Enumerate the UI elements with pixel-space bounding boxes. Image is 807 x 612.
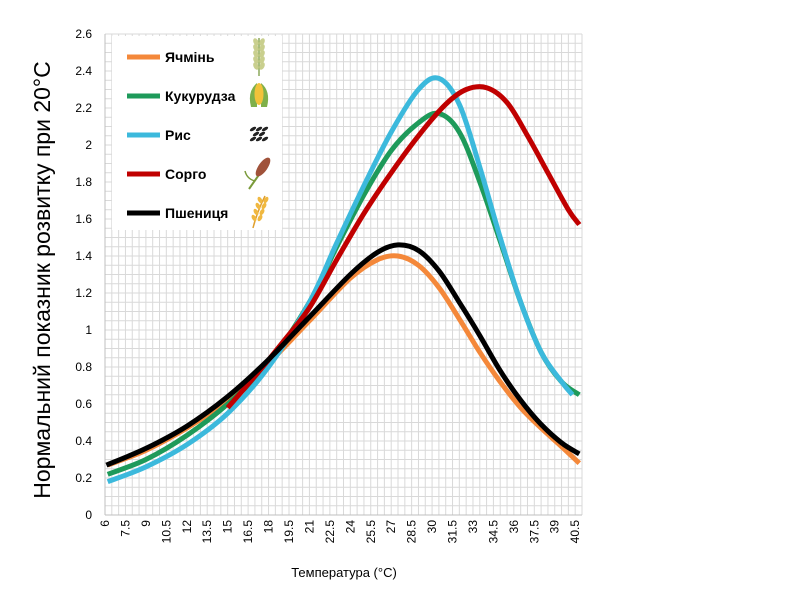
y-tick-label: 0: [85, 508, 92, 522]
x-tick-label: 10.5: [159, 520, 173, 544]
x-tick-label: 36: [507, 520, 521, 534]
legend-label: Кукурудза: [165, 88, 236, 104]
x-tick-label: 39: [548, 520, 562, 534]
legend-item: Рис: [127, 126, 269, 143]
tick-labels: 0 0.2 0.4 0.6 0.8 1 1.2 1.4 1.6 1.8 2 2.2 2.4 2.6 6 7.5…: [75, 27, 582, 543]
y-tick-label: 1.4: [75, 249, 92, 263]
y-tick-label: 0.4: [75, 434, 92, 448]
x-tick-label: 27: [384, 520, 398, 534]
y-tick-label: 2.6: [75, 27, 92, 41]
rice-icon: [249, 126, 269, 142]
x-tick-label: 33: [466, 520, 480, 534]
corn-icon: [249, 83, 269, 107]
legend-label: Ячмінь: [165, 49, 215, 65]
y-tick-label: 1.6: [75, 212, 92, 226]
x-tick-label: 16.5: [241, 520, 255, 544]
x-tick-label: 15: [221, 520, 235, 534]
sorghum-icon: [244, 157, 271, 190]
y-tick-label: 1.8: [75, 175, 92, 189]
x-tick-label: 37.5: [527, 520, 541, 544]
axes: [104, 34, 582, 516]
barley-icon: [253, 38, 265, 76]
legend-label: Сорго: [165, 166, 206, 182]
y-axis-title: Нормальний показник розвитку при 20°C: [29, 61, 55, 498]
y-tick-label: 2.2: [75, 101, 92, 115]
series-line-2: [106, 75, 575, 485]
x-tick-label: 34.5: [486, 520, 500, 544]
series-line-3: [225, 84, 582, 410]
legend-item: Кукурудза: [127, 83, 269, 107]
x-tick-label: 12: [180, 520, 194, 534]
wheat-icon: [251, 195, 269, 229]
x-tick-label: 22.5: [323, 520, 337, 544]
x-tick-label: 28.5: [405, 520, 419, 544]
x-tick-label: 24: [343, 520, 357, 534]
legend-item: Сорго: [127, 157, 271, 190]
x-axis-title: Температура (°C): [291, 565, 397, 580]
x-tick-label: 9: [139, 520, 153, 527]
y-tick-label: 2.4: [75, 64, 92, 78]
y-tick-label: 1.2: [75, 286, 92, 300]
x-tick-label: 19.5: [282, 520, 296, 544]
x-tick-label: 31.5: [446, 520, 460, 544]
legend-label: Пшениця: [165, 205, 228, 221]
series-lines: [105, 75, 582, 485]
x-tick-label: 30: [425, 520, 439, 534]
x-tick-label: 6: [98, 520, 112, 527]
x-tick-label: 13.5: [200, 520, 214, 544]
x-tick-label: 7.5: [118, 520, 132, 537]
legend-item: Ячмінь: [127, 38, 265, 76]
x-tick-label: 40.5: [568, 520, 582, 544]
legend-item: Пшениця: [127, 195, 269, 229]
x-tick-label: 18: [262, 520, 276, 534]
series-line-4: [105, 242, 581, 468]
y-tick-label: 1: [85, 323, 92, 337]
y-tick-label: 0.6: [75, 397, 92, 411]
y-tick-label: 0.8: [75, 360, 92, 374]
legend-label: Рис: [165, 127, 191, 143]
x-tick-label: 25.5: [364, 520, 378, 544]
x-tick-label: 21: [302, 520, 316, 534]
legend: Ячмінь Кукурудза Рис Сорго Пшениця: [112, 36, 282, 230]
y-tick-label: 0.2: [75, 471, 92, 485]
y-tick-label: 2: [85, 138, 92, 152]
series-line-0: [106, 253, 582, 468]
